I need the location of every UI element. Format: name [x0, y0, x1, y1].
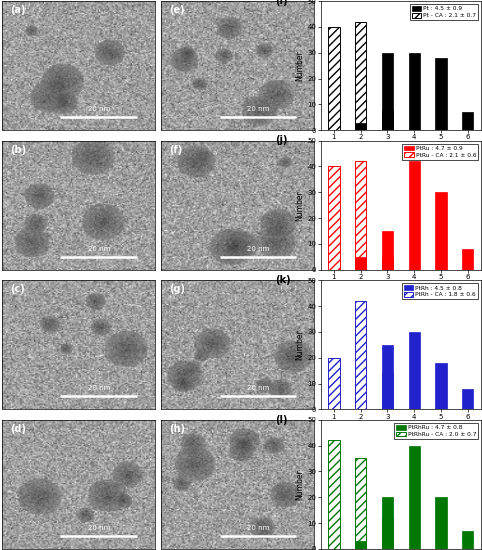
Text: (g): (g): [169, 284, 185, 294]
X-axis label: Aspect ratio: Aspect ratio: [377, 282, 424, 290]
Bar: [462, 112, 473, 130]
Text: (l): (l): [276, 415, 288, 425]
Text: 20 nm: 20 nm: [88, 246, 110, 252]
Bar: [355, 541, 366, 549]
X-axis label: Aspect ratio: Aspect ratio: [377, 142, 424, 151]
Text: (e): (e): [169, 5, 185, 15]
Legend: PtRh : 4.5 ± 0.8, PtRh - CA : 1.8 ± 0.6: PtRh : 4.5 ± 0.8, PtRh - CA : 1.8 ± 0.6: [402, 283, 478, 300]
Text: 20 nm: 20 nm: [247, 246, 269, 252]
Text: (b): (b): [10, 145, 26, 155]
Text: (c): (c): [10, 284, 25, 294]
Text: (a): (a): [10, 5, 26, 15]
Text: (f): (f): [169, 145, 182, 155]
Bar: [355, 301, 366, 409]
Bar: [355, 123, 366, 130]
Bar: [382, 518, 393, 549]
X-axis label: Aspect ratio: Aspect ratio: [377, 421, 424, 430]
Text: 20 nm: 20 nm: [88, 525, 110, 531]
Y-axis label: Number: Number: [295, 50, 305, 81]
Bar: [355, 22, 366, 130]
Bar: [435, 192, 446, 270]
Legend: PtRu : 4.7 ± 0.9, PtRu - CA : 2.1 ± 0.6: PtRu : 4.7 ± 0.9, PtRu - CA : 2.1 ± 0.6: [402, 144, 478, 160]
Bar: [435, 58, 446, 130]
Bar: [328, 441, 339, 549]
Text: (j): (j): [276, 135, 288, 145]
Bar: [328, 167, 339, 270]
Bar: [462, 249, 473, 270]
Bar: [382, 257, 393, 270]
Bar: [409, 161, 420, 270]
Bar: [409, 446, 420, 549]
Text: 20 nm: 20 nm: [247, 525, 269, 531]
Bar: [328, 27, 339, 130]
Y-axis label: Number: Number: [295, 329, 305, 360]
Bar: [382, 53, 393, 130]
Bar: [382, 109, 393, 130]
Bar: [355, 459, 366, 549]
Y-axis label: Number: Number: [295, 190, 305, 221]
Bar: [435, 497, 446, 549]
Bar: [409, 53, 420, 130]
Bar: [355, 161, 366, 270]
Y-axis label: Number: Number: [295, 469, 305, 500]
Text: (h): (h): [169, 424, 185, 433]
Bar: [382, 497, 393, 549]
Text: (i): (i): [276, 0, 288, 6]
Bar: [382, 373, 393, 409]
Legend: PtRhRu : 4.7 ± 0.8, PtRhRu - CA : 2.0 ± 0.7: PtRhRu : 4.7 ± 0.8, PtRhRu - CA : 2.0 ± …: [394, 422, 478, 439]
Bar: [435, 363, 446, 409]
Bar: [462, 531, 473, 549]
Bar: [355, 257, 366, 270]
Text: 20 nm: 20 nm: [88, 386, 110, 391]
Text: (k): (k): [276, 275, 291, 285]
Bar: [382, 231, 393, 270]
Text: (d): (d): [10, 424, 26, 433]
Legend: Pt : 4.5 ± 0.9, Pt - CA : 2.1 ± 0.7: Pt : 4.5 ± 0.9, Pt - CA : 2.1 ± 0.7: [410, 4, 478, 20]
Bar: [328, 358, 339, 409]
Text: 20 nm: 20 nm: [247, 106, 269, 112]
Text: 20 nm: 20 nm: [247, 386, 269, 391]
Bar: [409, 332, 420, 409]
Text: 20 nm: 20 nm: [88, 106, 110, 112]
Bar: [462, 389, 473, 409]
Bar: [382, 345, 393, 409]
